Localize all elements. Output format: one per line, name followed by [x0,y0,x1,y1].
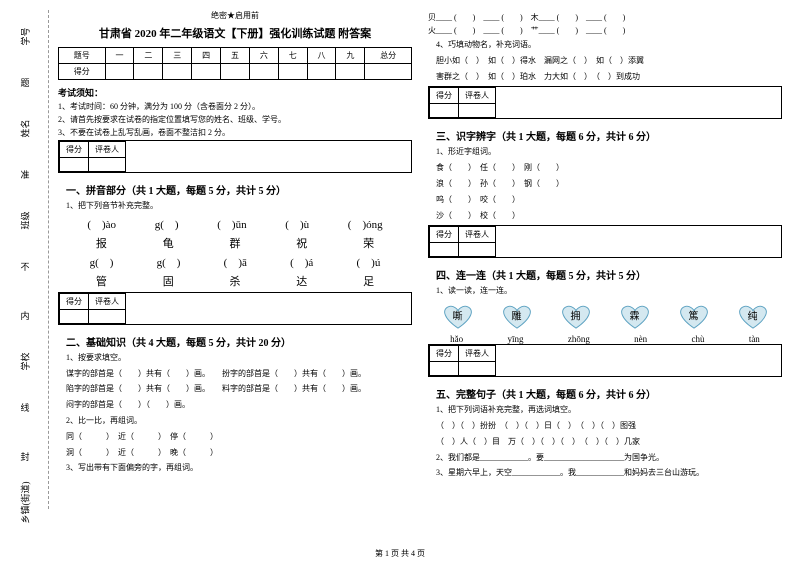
rt-q4-l2: 害群之（ ） 如（ ）珀水 力大如（ ） （ ）到成功 [436,71,782,84]
heart-icon: 纯 [734,302,772,330]
p3-q1: 1、形近字组词。 [436,146,782,159]
heart-icon: 雕 [498,302,536,330]
part3-scorebox: 得分评卷人 [428,86,782,119]
th-10: 总分 [365,48,412,64]
p3-r2: 浪（ ） 孙（ ） 钢（ ） [436,178,782,191]
inner-mark-3: 内 [20,309,29,322]
p2-l3: 闷字的部首是（ ）（ ）画。 [66,399,412,412]
p2-q1: 1、按要求填空。 [66,352,412,365]
sb-c1: 得分 [60,142,89,158]
part2-scorebox: 得分评卷人 [58,292,412,325]
p4-q1: 1、读一读，连一连。 [436,285,782,298]
p3-r3: 呜（ ） 咬（ ） [436,194,782,207]
p1-chars-row2: 管固杀达足 [68,273,402,289]
heart-row: 嘶 雕 拥 霖 篤 纯 [428,302,782,330]
p1-pinyin-row1: ( )àog( )( )ūn( )ù( )óng [68,216,402,232]
secrecy-tag: 绝密★启用前 [58,10,412,21]
p5-l2: （ ）人（ ）目 万（ ）（ ）（ ） （ ）（ ）几家 [436,436,782,449]
table-row: 得分 [59,64,412,80]
inner-mark-1: 准 [20,168,29,181]
th-7: 七 [278,48,307,64]
th-0: 题号 [59,48,106,64]
p1-pinyin-row2: g( )g( )( )ā( )á( )ú [68,254,402,270]
page-footer: 第 1 页 共 4 页 [375,548,425,559]
p5-l1: （ ）（ ）扮扮 （ ）（ ）日（ ） （ ）（ ）图强 [436,420,782,433]
rule-1: 1、考试时间：60 分钟，满分为 100 分（含卷面分 2 分）。 [58,101,412,112]
rt-q4: 4、巧填动物名，补充词语。 [436,39,782,52]
p1-chars-row1: 报龟群祝荣 [68,235,402,251]
binding-sidebar: 学号 题 姓名 准 班级 不 内 学校 线 封 乡镇(街道) [0,10,50,509]
part1-title: 一、拼音部分（共 1 大题，每题 5 分，共计 5 分） [66,182,286,197]
p2-q2: 2、比一比，再组词。 [66,415,412,428]
th-2: 二 [134,48,163,64]
p2-l5: 洞（ ） 近（ ） 晚（ ） [66,447,412,460]
heart-icon: 拥 [557,302,595,330]
left-column: 绝密★启用前 甘肃省 2020 年二年级语文【下册】强化训练试题 附答案 题号 … [50,10,420,509]
rule-2: 2、请首先按要求在试卷的指定位置填写您的姓名、班级、学号。 [58,114,412,125]
th-9: 九 [336,48,365,64]
heart-icon: 嘶 [439,302,477,330]
p2-l4: 同（ ） 近（ ） 停（ ） [66,431,412,444]
pinyin-row: hǎoyīngzhōngnènchùtàn [428,334,782,344]
p3-r4: 沙（ ） 校（ ） [436,210,782,223]
th-4: 四 [192,48,221,64]
rules-heading: 考试须知： [58,86,412,99]
row-label: 得分 [59,64,106,80]
th-5: 五 [221,48,250,64]
rt-q4-l1: 胆小如（ ） 如（ ）得水 漏网之（ ） 如（ ）添翼 [436,55,782,68]
part5-scorebox: 得分评卷人 [428,344,782,377]
p2-q3: 3、写出带有下面偏旁的字，再组词。 [66,462,412,475]
p2-l2: 陷字的部首是（ ）共有（ ）画。 料字的部首是（ ）共有（ ）画。 [66,383,412,396]
p1-q1: 1、把下列音节补充完整。 [66,200,412,213]
th-1: 一 [105,48,134,64]
exam-title: 甘肃省 2020 年二年级语文【下册】强化训练试题 附答案 [58,25,412,41]
exam-page: 学号 题 姓名 准 班级 不 内 学校 线 封 乡镇(街道) 绝密★启用前 甘肃… [0,0,800,509]
p3-r1: 食（ ） 任（ ） 刚（ ） [436,162,782,175]
side-label-1: 姓名 [18,119,31,137]
part4-title: 四、连一连（共 1 大题，每题 5 分，共计 5 分） [436,267,646,282]
inner-mark-2: 不 [20,260,29,273]
p5-q1: 1、把下列词语补充完整，再选词填空。 [436,404,782,417]
part3-title: 三、识字辨字（共 1 大题，每题 6 分，共计 6 分） [436,128,656,143]
side-label-3: 学校 [18,352,31,370]
table-row: 题号 一 二 三 四 五 六 七 八 九 总分 [59,48,412,64]
p2-l1: 谋字的部首是（ ）共有（ ）画。 扮字的部首是（ ）共有（ ）画。 [66,368,412,381]
part2-title: 二、基础知识（共 4 大题，每题 5 分，共计 20 分） [66,334,291,349]
inner-mark-5: 封 [20,450,29,463]
sb-c2: 评卷人 [89,142,126,158]
side-label-2: 班级 [18,211,31,229]
th-6: 六 [249,48,278,64]
heart-icon: 霖 [616,302,654,330]
part5-title: 五、完整句子（共 1 大题，每题 6 分，共计 6 分） [436,386,656,401]
inner-mark-0: 题 [20,76,29,89]
fold-line [48,10,49,509]
th-3: 三 [163,48,192,64]
inner-mark-4: 线 [20,401,29,414]
score-summary-table: 题号 一 二 三 四 五 六 七 八 九 总分 得分 [58,47,412,80]
p5-q3: 3、星期六早上，天空____________。我____________和妈妈去… [436,467,782,480]
p5-q2: 2、我们都是____________。要____________________… [436,452,782,465]
rule-3: 3、不要在试卷上乱写乱画，卷面不整洁扣 2 分。 [58,127,412,138]
rt-line2: 火____ ( ) ____ ( ) 艹____ ( ) ____ ( ) [428,25,782,36]
part4-scorebox: 得分评卷人 [428,225,782,258]
side-label-0: 学号 [18,27,31,45]
th-8: 八 [307,48,336,64]
side-label-4: 乡镇(街道) [19,482,32,524]
part1-scorebox: 得分评卷人 [58,140,412,173]
right-column: 贝____ ( ) ____ ( ) 木____ ( ) ____ ( ) 火_… [420,10,790,509]
rt-line1: 贝____ ( ) ____ ( ) 木____ ( ) ____ ( ) [428,12,782,23]
heart-icon: 篤 [675,302,713,330]
